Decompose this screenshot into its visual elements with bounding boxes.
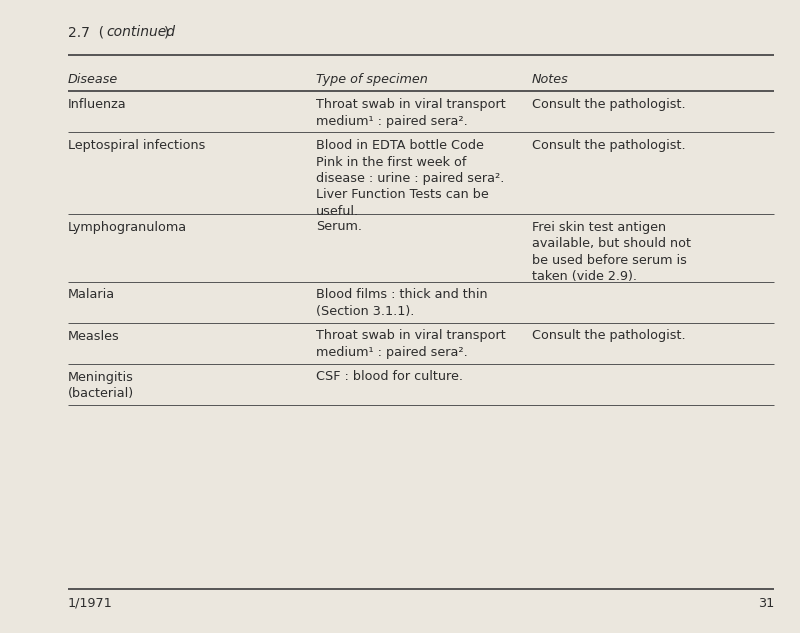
Text: Notes: Notes (532, 73, 569, 86)
Text: Consult the pathologist.: Consult the pathologist. (532, 98, 686, 111)
Text: continued: continued (106, 25, 175, 39)
Text: 1/1971: 1/1971 (68, 597, 113, 610)
Text: Influenza: Influenza (68, 98, 126, 111)
Text: Consult the pathologist.: Consult the pathologist. (532, 330, 686, 342)
Text: Type of specimen: Type of specimen (316, 73, 428, 86)
Text: Blood in EDTA bottle Code
Pink in the first week of
disease : urine : paired ser: Blood in EDTA bottle Code Pink in the fi… (316, 139, 504, 218)
Text: Blood films : thick and thin
(Section 3.1.1).: Blood films : thick and thin (Section 3.… (316, 289, 488, 318)
Text: Frei skin test antigen
available, but should not
be used before serum is
taken (: Frei skin test antigen available, but sh… (532, 220, 691, 283)
Text: Measles: Measles (68, 330, 120, 342)
Text: Disease: Disease (68, 73, 118, 86)
Text: ): ) (164, 25, 170, 39)
Text: Throat swab in viral transport
medium¹ : paired sera².: Throat swab in viral transport medium¹ :… (316, 98, 506, 127)
Text: Lymphogranuloma: Lymphogranuloma (68, 220, 187, 234)
Text: Throat swab in viral transport
medium¹ : paired sera².: Throat swab in viral transport medium¹ :… (316, 330, 506, 359)
Text: 2.7  (: 2.7 ( (68, 25, 104, 39)
Text: Malaria: Malaria (68, 289, 115, 301)
Text: Leptospiral infections: Leptospiral infections (68, 139, 206, 152)
Text: CSF : blood for culture.: CSF : blood for culture. (316, 370, 463, 384)
Text: 31: 31 (758, 597, 774, 610)
Text: Meningitis
(bacterial): Meningitis (bacterial) (68, 370, 134, 400)
Text: Serum.: Serum. (316, 220, 362, 234)
Text: Consult the pathologist.: Consult the pathologist. (532, 139, 686, 152)
